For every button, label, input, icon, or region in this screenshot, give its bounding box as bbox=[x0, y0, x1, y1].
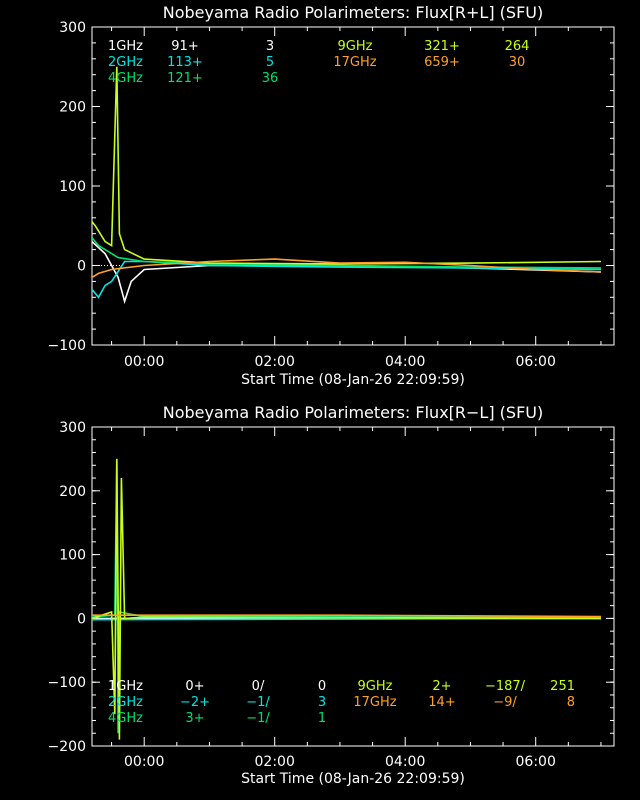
y-tick-label: 100 bbox=[59, 179, 86, 195]
series-group bbox=[92, 458, 602, 740]
legend-offset: 14+ bbox=[428, 695, 455, 710]
legend-scale: −9/ bbox=[493, 695, 517, 710]
legend-freq: 1GHz bbox=[108, 39, 143, 54]
legend-freq: 17GHz bbox=[333, 55, 376, 70]
x-tick-label: 04:00 bbox=[385, 754, 425, 770]
legend-scale: 3 bbox=[266, 39, 274, 54]
y-tick-label: 0 bbox=[77, 259, 86, 275]
y-tick-label: 200 bbox=[59, 100, 86, 116]
series-line-9GHz bbox=[92, 66, 602, 265]
chart-title: Nobeyama Radio Polarimeters: Flux[R+L] (… bbox=[163, 3, 543, 22]
legend-scale: −1/ bbox=[246, 695, 270, 710]
x-axis-label: Start Time (08-Jan-26 22:09:59) bbox=[241, 372, 465, 388]
y-tick-label: −100 bbox=[48, 338, 86, 354]
series-line-17GHz bbox=[92, 258, 602, 279]
y-tick-label: 300 bbox=[59, 420, 86, 436]
legend-scale: 36 bbox=[262, 71, 279, 86]
x-tick-label: 04:00 bbox=[385, 354, 425, 370]
y-tick-label: 100 bbox=[59, 548, 86, 564]
series-line-1GHz bbox=[92, 241, 602, 305]
legend-scale: 30 bbox=[509, 55, 526, 70]
legend-scale: 264 bbox=[505, 39, 530, 54]
panel-1: Nobeyama Radio Polarimeters: Flux[R+L] (… bbox=[48, 3, 615, 388]
x-tick-label: 02:00 bbox=[255, 754, 295, 770]
legend-extra: 8 bbox=[567, 695, 575, 710]
legend-offset: 113+ bbox=[167, 55, 203, 70]
legend-offset: 659+ bbox=[424, 55, 460, 70]
series-line-2GHz bbox=[92, 260, 602, 299]
legend-offset: 3+ bbox=[185, 711, 204, 726]
y-tick-label: 300 bbox=[59, 20, 86, 36]
legend-offset: 0+ bbox=[185, 679, 204, 694]
legend-scale: −187/ bbox=[485, 679, 526, 694]
legend-offset: −2+ bbox=[180, 695, 210, 710]
x-tick-label: 00:00 bbox=[124, 354, 164, 370]
legend-extra: 3 bbox=[318, 695, 326, 710]
x-tick-label: 02:00 bbox=[255, 354, 295, 370]
legend-freq: 9GHz bbox=[338, 39, 373, 54]
series-line-9GHz bbox=[92, 458, 602, 740]
x-tick-label: 06:00 bbox=[516, 354, 556, 370]
legend-freq: 4GHz bbox=[108, 711, 143, 726]
legend-freq: 2GHz bbox=[108, 55, 143, 70]
series-line-4GHz bbox=[92, 237, 602, 269]
y-tick-label: 200 bbox=[59, 484, 86, 500]
plot-frame bbox=[91, 426, 615, 747]
legend-freq: 17GHz bbox=[353, 695, 396, 710]
legend-extra: 251 bbox=[550, 679, 575, 694]
legend-offset: 91+ bbox=[171, 39, 198, 54]
legend-freq: 9GHz bbox=[358, 679, 393, 694]
x-axis-label: Start Time (08-Jan-26 22:09:59) bbox=[241, 771, 465, 787]
y-tick-label: 0 bbox=[77, 611, 86, 627]
y-tick-label: −200 bbox=[48, 739, 86, 755]
panel-2: Nobeyama Radio Polarimeters: Flux[R−L] (… bbox=[48, 403, 615, 787]
x-tick-label: 06:00 bbox=[516, 754, 556, 770]
series-line-17GHz bbox=[92, 614, 602, 618]
x-tick-label: 00:00 bbox=[124, 754, 164, 770]
legend-offset: 2+ bbox=[432, 679, 451, 694]
legend-freq: 2GHz bbox=[108, 695, 143, 710]
y-tick-label: −100 bbox=[48, 675, 86, 691]
series-group bbox=[92, 66, 602, 305]
chart-title: Nobeyama Radio Polarimeters: Flux[R−L] (… bbox=[163, 403, 543, 422]
legend-scale: 0/ bbox=[252, 679, 265, 694]
legend-scale: 5 bbox=[266, 55, 274, 70]
legend-freq: 4GHz bbox=[108, 71, 143, 86]
legend-offset: 121+ bbox=[167, 71, 203, 86]
legend-offset: 321+ bbox=[424, 39, 460, 54]
legend-freq: 1GHz bbox=[108, 679, 143, 694]
legend-extra: 0 bbox=[318, 679, 326, 694]
legend-extra: 1 bbox=[318, 711, 326, 726]
legend-scale: −1/ bbox=[246, 711, 270, 726]
